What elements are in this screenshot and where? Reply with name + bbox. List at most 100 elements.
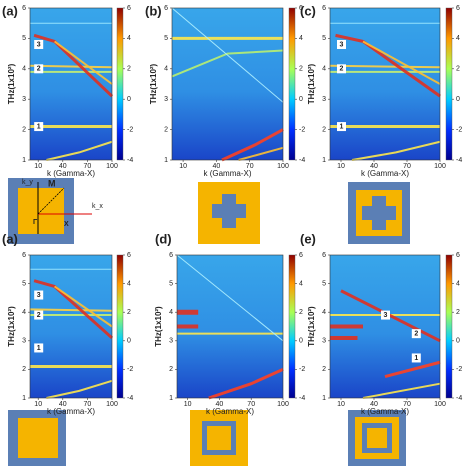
colorbar-tick-label: 0 <box>299 338 303 345</box>
band <box>46 140 113 161</box>
band-label-box <box>34 64 44 74</box>
band-label: 3 <box>37 41 41 48</box>
y-tick-label: 1 <box>322 395 326 402</box>
x-tick-label: 40 <box>370 401 378 408</box>
y-tick-label: 6 <box>22 252 26 259</box>
x-tick-label: 100 <box>434 401 446 408</box>
band-label-box <box>381 310 390 320</box>
colorbar-tick-label: 6 <box>299 252 303 259</box>
band-label: 1 <box>414 355 418 362</box>
colorbar-tick-label: 2 <box>456 66 460 73</box>
colorbar-tick-label: 2 <box>299 66 303 73</box>
band-label: 1 <box>340 123 344 130</box>
band-label: 3 <box>340 41 344 48</box>
x-axis-label: k (Gamma-X) <box>361 407 409 416</box>
x-tick-label: 10 <box>179 163 187 170</box>
colorbar-tick-label: 4 <box>456 35 460 42</box>
x-tick-label: 40 <box>370 163 378 170</box>
colorbar-tick-label: -2 <box>456 366 462 373</box>
band <box>46 379 113 399</box>
colorbar <box>288 7 296 161</box>
y-tick-label: 4 <box>164 66 168 73</box>
colorbar-tick-label: 6 <box>299 5 303 12</box>
band <box>362 382 441 399</box>
inset-cross <box>198 182 260 244</box>
band-label: 2 <box>340 66 344 73</box>
band-label: 3 <box>384 312 388 319</box>
x-tick-label: 100 <box>106 163 118 170</box>
band-label-box <box>337 39 346 49</box>
panel-label: (e) <box>300 231 316 246</box>
x-tick-label: 10 <box>337 163 345 170</box>
band <box>171 49 284 78</box>
x-tick-label: 100 <box>277 163 289 170</box>
x-tick-label: 40 <box>59 163 67 170</box>
y-tick-label: 6 <box>322 252 326 259</box>
x-tick-label: 70 <box>84 401 92 408</box>
x-tick-label: 40 <box>59 401 67 408</box>
inset-label: M <box>48 178 56 188</box>
plot-frame <box>329 254 441 399</box>
y-tick-label: 2 <box>164 126 168 133</box>
band-label: 2 <box>37 312 41 319</box>
y-tick-label: 6 <box>164 5 168 12</box>
inset-cross-framed <box>348 182 410 244</box>
band-label: 2 <box>37 66 41 73</box>
y-tick-label: 4 <box>322 309 326 316</box>
band-label: 3 <box>37 292 41 299</box>
x-tick-label: 70 <box>84 163 92 170</box>
y-tick-label: 3 <box>22 96 26 103</box>
x-tick-label: 40 <box>216 401 224 408</box>
band <box>208 368 284 400</box>
inset-label: Γ <box>33 219 38 226</box>
y-tick-label: 5 <box>169 280 173 287</box>
y-tick-label: 6 <box>22 5 26 12</box>
y-tick-label: 2 <box>322 366 326 373</box>
y-tick-label: 5 <box>322 35 326 42</box>
band-label-box <box>411 353 421 363</box>
colorbar-tick-label: 0 <box>127 96 131 103</box>
colorbar-tick-label: -2 <box>127 366 133 373</box>
y-tick-label: 6 <box>169 252 173 259</box>
y-tick-label: 2 <box>322 126 326 133</box>
colorbar-tick-label: -2 <box>127 126 133 133</box>
y-tick-label: 3 <box>322 338 326 345</box>
band <box>329 64 441 69</box>
band <box>54 40 113 85</box>
colorbar <box>445 254 453 399</box>
colorbar-tick-label: -4 <box>299 157 305 164</box>
panel-label: (d) <box>155 231 172 246</box>
colorbar-tick-label: -4 <box>127 157 133 164</box>
y-tick-label: 5 <box>322 280 326 287</box>
x-axis-label: k (Gamma-X) <box>47 407 95 416</box>
inset-label: k_x <box>92 203 103 210</box>
plot-frame <box>29 254 113 399</box>
band-label-box <box>34 310 44 320</box>
band <box>171 7 284 103</box>
y-tick-label: 1 <box>322 157 326 164</box>
y-tick-label: 4 <box>169 309 173 316</box>
band-label: 2 <box>414 330 418 337</box>
band-label: 1 <box>37 123 41 130</box>
y-tick-label: 5 <box>22 280 26 287</box>
y-axis-label: THz(1x10²) <box>7 306 16 347</box>
y-tick-label: 5 <box>164 35 168 42</box>
colorbar-tick-label: 2 <box>127 309 131 316</box>
y-axis-label: THz(1x10²) <box>307 63 316 104</box>
panel-label: (a) <box>2 231 18 246</box>
inset-ring <box>190 410 248 466</box>
colorbar-tick-label: 6 <box>127 252 131 259</box>
y-tick-label: 3 <box>322 96 326 103</box>
x-tick-label: 100 <box>277 401 289 408</box>
y-tick-label: 2 <box>22 126 26 133</box>
colorbar-tick-label: 4 <box>127 280 131 287</box>
plot-frame <box>176 254 284 399</box>
inset-label: X <box>64 221 69 228</box>
y-tick-label: 1 <box>164 157 168 164</box>
plot-frame <box>329 7 441 161</box>
y-tick-label: 4 <box>22 66 26 73</box>
band <box>221 128 284 162</box>
panel-label: (c) <box>300 3 316 18</box>
colorbar-tick-label: -4 <box>456 395 462 402</box>
x-tick-label: 10 <box>184 401 192 408</box>
